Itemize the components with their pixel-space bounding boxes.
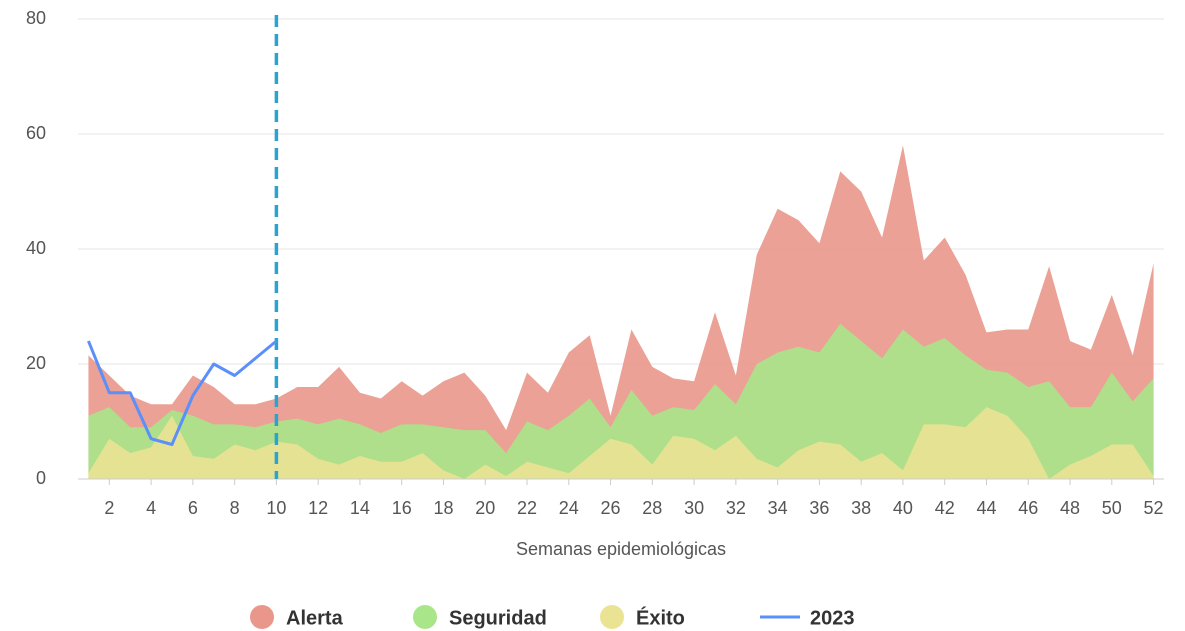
x-tick-label: 20 (475, 498, 495, 518)
y-tick-label: 0 (36, 468, 46, 488)
x-tick-label: 6 (188, 498, 198, 518)
legend-label: 2023 (810, 607, 855, 629)
x-tick-label: 34 (768, 498, 788, 518)
x-tick-label: 42 (935, 498, 955, 518)
line (87, 339, 278, 446)
x-tick-label: 38 (851, 498, 871, 518)
x-tick-label: 10 (266, 498, 286, 518)
x-tick-label: 52 (1144, 498, 1164, 518)
legend-label: Seguridad (449, 607, 547, 629)
x-tick-label: 14 (350, 498, 370, 518)
x-tick-label: 30 (684, 498, 704, 518)
x-tick-label: 40 (893, 498, 913, 518)
legend-swatch (600, 605, 624, 629)
x-axis-label: Semanas epidemiológicas (516, 539, 726, 559)
x-tick-label: 8 (230, 498, 240, 518)
x-tick-label: 26 (601, 498, 621, 518)
y-tick-label: 40 (26, 238, 46, 258)
x-tick-label: 22 (517, 498, 537, 518)
x-tick-label: 36 (809, 498, 829, 518)
area (88, 407, 1154, 479)
legend-swatch (413, 605, 437, 629)
legend-swatch (250, 605, 274, 629)
x-tick-label: 4 (146, 498, 156, 518)
x-tick-label: 46 (1018, 498, 1038, 518)
x-tick-label: 44 (976, 498, 996, 518)
x-tick-label: 28 (642, 498, 662, 518)
y-tick-label: 20 (26, 353, 46, 373)
x-tick-label: 12 (308, 498, 328, 518)
legend-label: Éxito (636, 606, 685, 629)
legend-label: Alerta (286, 607, 344, 629)
x-tick-label: 16 (392, 498, 412, 518)
x-tick-label: 32 (726, 498, 746, 518)
area (88, 323, 1154, 479)
x-tick-label: 2 (104, 498, 114, 518)
x-tick-label: 48 (1060, 498, 1080, 518)
y-tick-label: 60 (26, 123, 46, 143)
y-tick-label: 80 (26, 8, 46, 28)
x-tick-label: 24 (559, 498, 579, 518)
x-tick-label: 18 (433, 498, 453, 518)
x-tick-label: 50 (1102, 498, 1122, 518)
